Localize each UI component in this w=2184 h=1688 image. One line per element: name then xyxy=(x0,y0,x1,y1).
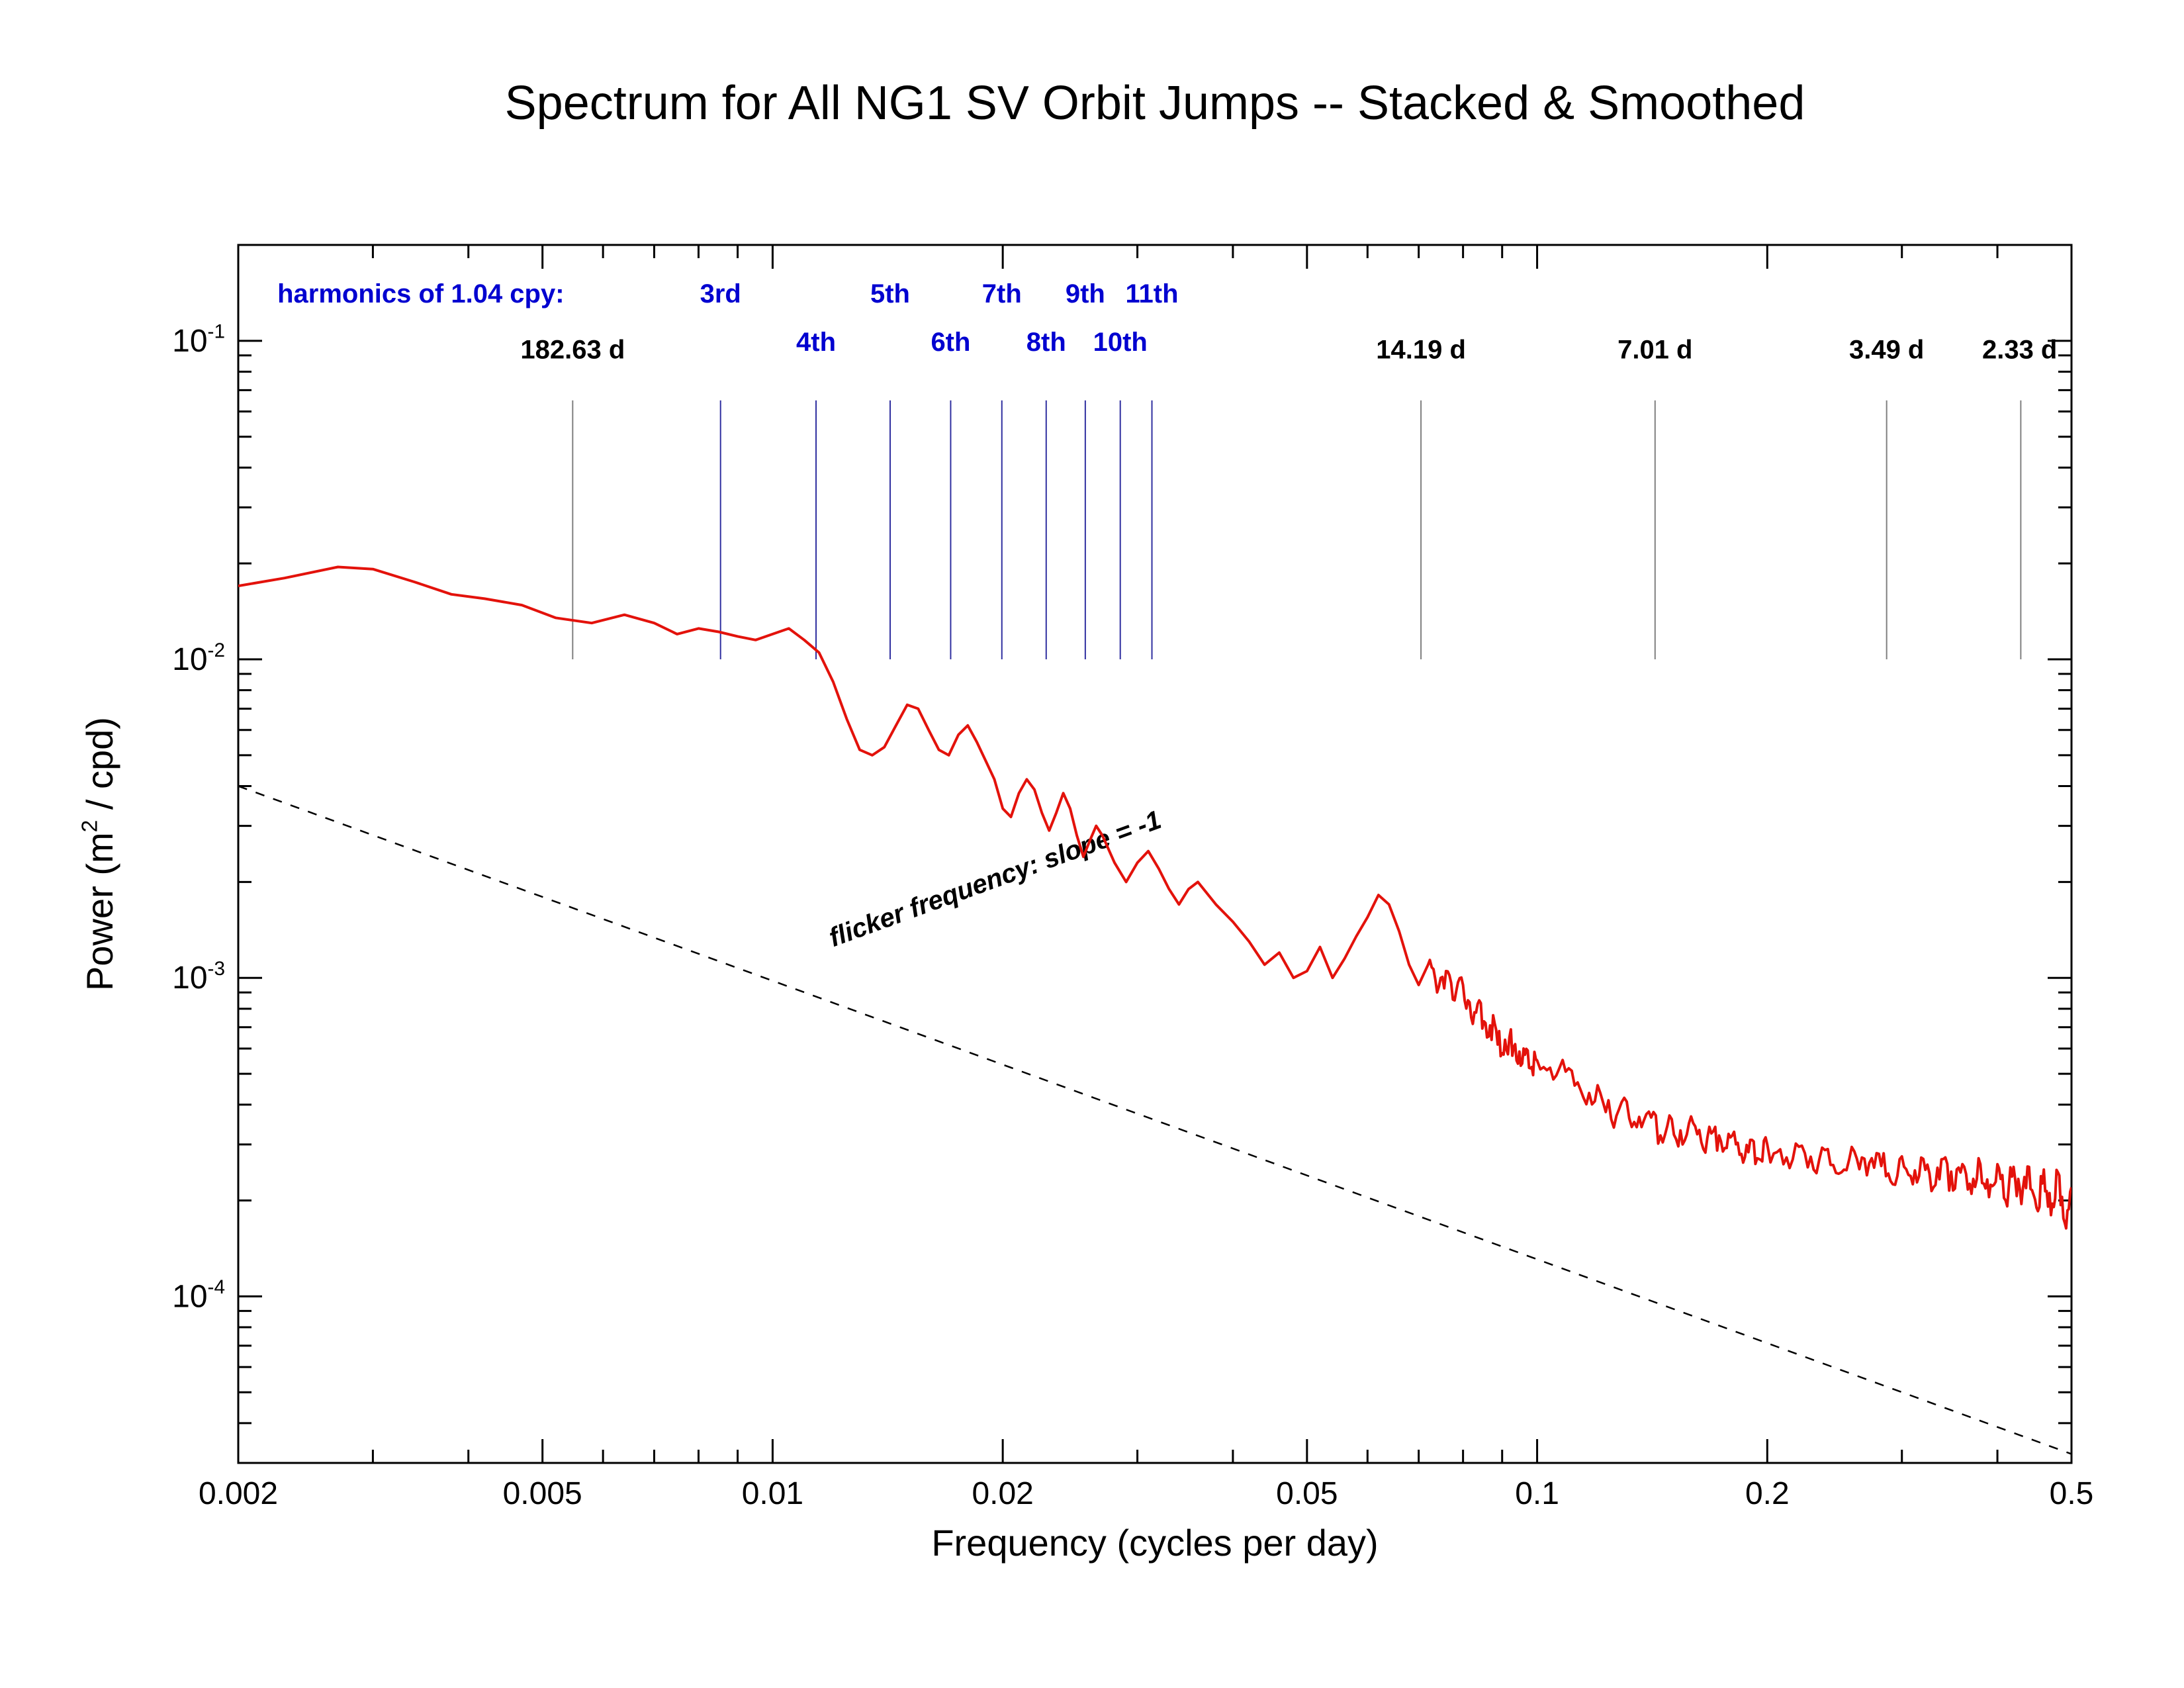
y-axis-label: Power (m2 / cpd) xyxy=(77,717,120,991)
harmonic-label: 6th xyxy=(931,328,970,357)
x-tick-label: 0.1 xyxy=(1515,1476,1559,1511)
flicker-line xyxy=(238,786,2071,1454)
y-tick-label: 10-3 xyxy=(172,958,225,996)
harmonic-label: 8th xyxy=(1026,328,1066,357)
chart-title: Spectrum for All NG1 SV Orbit Jumps -- S… xyxy=(505,77,1805,130)
spectrum-chart: Spectrum for All NG1 SV Orbit Jumps -- S… xyxy=(0,0,2184,1688)
period-label: 14.19 d xyxy=(1376,336,1466,365)
harmonic-label: 4th xyxy=(796,328,836,357)
svg-text:Power (m2 / cpd): Power (m2 / cpd) xyxy=(77,717,120,991)
period-label: 3.49 d xyxy=(1849,336,1924,365)
x-axis-label: Frequency (cycles per day) xyxy=(931,1522,1378,1564)
harmonic-label: 10th xyxy=(1093,328,1148,357)
y-tick-label: 10-2 xyxy=(172,639,225,677)
y-tick-label: 10-1 xyxy=(172,321,225,359)
y-tick-label: 10-4 xyxy=(172,1276,225,1314)
x-tick-label: 0.02 xyxy=(972,1476,1033,1511)
x-tick-label: 0.05 xyxy=(1276,1476,1338,1511)
x-tick-label: 0.01 xyxy=(742,1476,803,1511)
flicker-label: flicker frequency: slope = -1 xyxy=(825,805,1165,953)
x-tick-label: 0.002 xyxy=(199,1476,278,1511)
period-label: 7.01 d xyxy=(1617,336,1692,365)
harmonic-label: 3rd xyxy=(700,279,741,308)
x-tick-label: 0.005 xyxy=(503,1476,582,1511)
harmonic-label: 5th xyxy=(870,279,910,308)
spectrum-line xyxy=(238,567,2071,1229)
x-tick-label: 0.2 xyxy=(1745,1476,1790,1511)
period-label: 182.63 d xyxy=(520,336,625,365)
harmonic-label: 11th xyxy=(1126,279,1179,308)
harmonic-label: 7th xyxy=(982,279,1022,308)
x-tick-label: 0.5 xyxy=(2050,1476,2094,1511)
period-label: 2.33 d xyxy=(1982,336,2057,365)
harmonics-header: harmonics of 1.04 cpy: xyxy=(277,279,564,308)
harmonic-label: 9th xyxy=(1066,279,1105,308)
